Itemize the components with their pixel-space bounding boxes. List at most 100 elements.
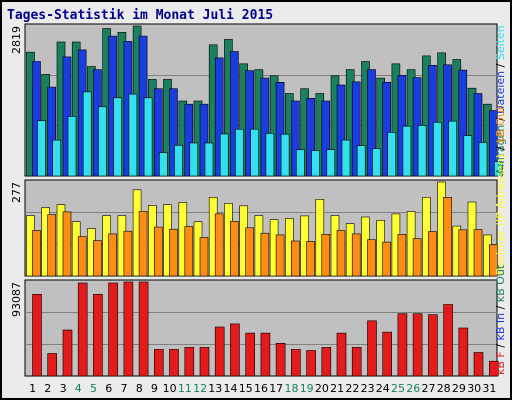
bar-seiten-day-30 bbox=[478, 142, 488, 177]
bar-kb-out-day-13 bbox=[214, 213, 224, 277]
day-label-22: 22 bbox=[345, 382, 359, 395]
bar-kb-f-day-13 bbox=[214, 326, 225, 377]
legend-separator: / bbox=[494, 302, 507, 313]
bar-kb-out-day-12 bbox=[199, 237, 209, 277]
bar-kb-out-day-30 bbox=[473, 229, 483, 277]
bar-dateien-day-2 bbox=[47, 86, 57, 177]
bar-kb-out-day-10 bbox=[169, 228, 178, 277]
bar-kb-f-day-30 bbox=[473, 352, 484, 377]
bar-dateien-day-13 bbox=[214, 57, 224, 177]
bar-kb-out-day-4 bbox=[77, 236, 87, 277]
bar-seiten-day-22 bbox=[356, 145, 366, 177]
day-label-7: 7 bbox=[121, 382, 128, 395]
bar-kb-f-day-10 bbox=[169, 349, 179, 377]
day-label-19: 19 bbox=[300, 382, 314, 395]
bar-kb-f-day-4 bbox=[77, 282, 88, 377]
bar-kb-f-day-22 bbox=[351, 347, 362, 377]
bar-kb-out-day-8 bbox=[138, 211, 148, 277]
day-label-11: 11 bbox=[178, 382, 192, 395]
legend-kb-out: kB Out bbox=[494, 105, 507, 143]
panel-1-scale-max: 2819 bbox=[10, 26, 23, 54]
bar-kb-f-day-20 bbox=[321, 347, 332, 377]
bar-seiten-day-31 bbox=[493, 161, 503, 177]
day-label-2: 2 bbox=[44, 382, 51, 395]
bar-seiten-day-25 bbox=[402, 125, 412, 177]
bar-kb-f-day-25 bbox=[397, 313, 408, 377]
bar-kb-f-day-29 bbox=[458, 327, 469, 377]
bar-seiten-day-5 bbox=[98, 106, 107, 177]
day-label-24: 24 bbox=[376, 382, 390, 395]
bar-dateien-day-19 bbox=[306, 98, 315, 177]
day-label-12: 12 bbox=[193, 382, 207, 395]
bar-seiten-day-1 bbox=[37, 120, 46, 177]
bar-seiten-day-27 bbox=[433, 122, 442, 177]
bar-dateien-day-23 bbox=[367, 69, 376, 177]
bar-seiten-day-17 bbox=[280, 133, 290, 177]
legend-separator: / bbox=[494, 60, 507, 71]
day-label-31: 31 bbox=[482, 382, 496, 395]
bar-seiten-day-24 bbox=[387, 132, 397, 177]
bar-kb-out-day-3 bbox=[62, 211, 72, 277]
legend-separator: / bbox=[494, 341, 507, 352]
bar-kb-f-day-9 bbox=[154, 349, 164, 377]
bar-kb-out-day-9 bbox=[154, 226, 163, 277]
bar-kb-out-day-25 bbox=[397, 234, 407, 277]
bar-kb-f-day-19 bbox=[306, 350, 316, 377]
day-label-28: 28 bbox=[437, 382, 451, 395]
bar-dateien-day-16 bbox=[260, 77, 270, 177]
bar-dateien-day-24 bbox=[382, 82, 392, 177]
bar-dateien-day-29 bbox=[458, 69, 468, 177]
day-label-1: 1 bbox=[29, 382, 36, 395]
legend-anfragen: Anfragen bbox=[494, 125, 507, 175]
legend-seiten: Seiten bbox=[494, 25, 507, 60]
legend-rechner-ip-adressen-: Rechner (IP-Adressen) bbox=[494, 154, 507, 275]
day-label-14: 14 bbox=[224, 382, 238, 395]
bar-kb-out-day-24 bbox=[382, 241, 392, 277]
day-label-23: 23 bbox=[361, 382, 375, 395]
bar-kb-f-day-27 bbox=[428, 314, 438, 377]
day-label-26: 26 bbox=[406, 382, 420, 395]
panel-2-scale-max: 277 bbox=[10, 182, 23, 203]
bar-kb-out-day-7 bbox=[123, 230, 133, 277]
bar-seiten-day-8 bbox=[143, 97, 153, 177]
bar-kb-out-day-18 bbox=[290, 240, 300, 277]
bar-seiten-day-14 bbox=[235, 128, 244, 177]
bar-kb-f-day-12 bbox=[199, 347, 210, 377]
bar-seiten-day-15 bbox=[250, 128, 259, 177]
bar-kb-out-day-31 bbox=[488, 244, 498, 277]
day-label-10: 10 bbox=[163, 382, 177, 395]
bar-kb-out-day-19 bbox=[306, 241, 315, 277]
panel-3-legend: kB F / kB In / kB Out bbox=[494, 264, 507, 375]
bar-dateien-day-11 bbox=[184, 103, 194, 177]
bar-seiten-day-16 bbox=[265, 133, 275, 177]
bar-seiten-day-9 bbox=[159, 152, 168, 177]
legend-separator: / bbox=[494, 143, 507, 154]
bar-kb-f-day-6 bbox=[108, 282, 118, 377]
day-label-8: 8 bbox=[136, 382, 143, 395]
bar-seiten-day-12 bbox=[204, 142, 214, 177]
bar-kb-out-day-20 bbox=[321, 234, 331, 277]
day-label-17: 17 bbox=[269, 382, 283, 395]
bar-kb-out-day-1 bbox=[32, 230, 41, 277]
bar-dateien-day-21 bbox=[336, 84, 346, 177]
bar-dateien-day-28 bbox=[443, 64, 452, 177]
bar-seiten-day-18 bbox=[295, 149, 305, 177]
day-label-18: 18 bbox=[285, 382, 299, 395]
bar-seiten-day-7 bbox=[128, 93, 138, 177]
bar-seiten-day-29 bbox=[463, 135, 473, 177]
bar-kb-f-day-15 bbox=[245, 332, 255, 377]
bar-dateien-day-25 bbox=[397, 75, 407, 177]
day-label-29: 29 bbox=[452, 382, 466, 395]
bar-dateien-day-18 bbox=[290, 100, 300, 177]
bar-seiten-day-6 bbox=[113, 97, 122, 177]
bar-kb-out-day-11 bbox=[184, 226, 194, 277]
day-label-25: 25 bbox=[391, 382, 405, 395]
bar-kb-out-day-5 bbox=[93, 240, 102, 277]
legend-kb-f: kB F bbox=[494, 351, 507, 375]
bar-dateien-day-27 bbox=[428, 65, 437, 177]
bar-kb-out-day-21 bbox=[336, 230, 346, 277]
bar-seiten-day-4 bbox=[82, 91, 92, 177]
day-label-16: 16 bbox=[254, 382, 268, 395]
bar-kb-f-day-2 bbox=[47, 353, 58, 377]
